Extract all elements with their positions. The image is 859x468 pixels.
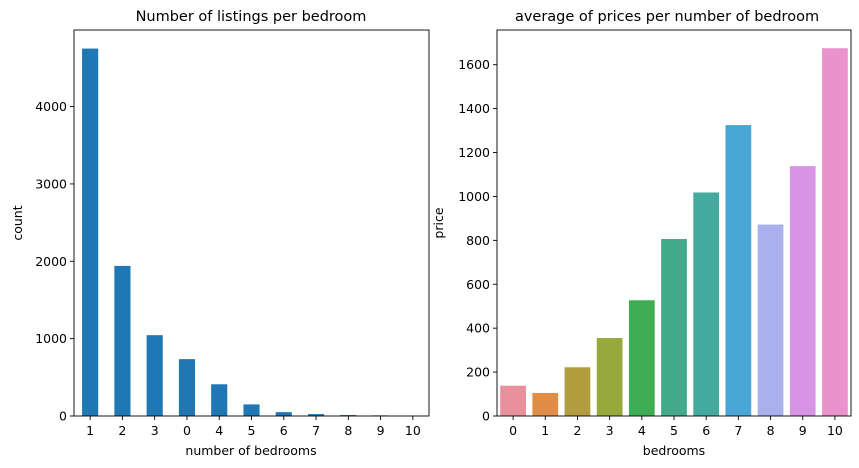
left-x-tick-label: 2 xyxy=(118,423,126,438)
right-y-axis-label: price xyxy=(431,207,446,238)
left-x-tick-label: 5 xyxy=(248,423,256,438)
left-x-axis-label: number of bedrooms xyxy=(185,443,316,458)
right-chart: average of prices per number of bedroom … xyxy=(431,9,852,458)
right-bar xyxy=(725,125,752,416)
left-bar xyxy=(82,48,99,416)
right-y-tick-label: 200 xyxy=(466,365,490,380)
right-x-axis-label: bedrooms xyxy=(643,443,705,458)
right-y-tick-label: 800 xyxy=(466,233,490,248)
right-bars xyxy=(500,48,848,416)
left-x-tick-label: 7 xyxy=(312,423,320,438)
right-x-tick-label: 2 xyxy=(573,423,581,438)
left-y-tick-label: 1000 xyxy=(35,331,67,346)
right-y-ticks: 0 200 400 600 800 1000 1200 1400 1600 xyxy=(458,57,497,424)
right-x-tick-label: 3 xyxy=(606,423,614,438)
right-y-tick-label: 600 xyxy=(466,277,490,292)
right-x-tick-label: 4 xyxy=(638,423,646,438)
left-bar xyxy=(243,404,260,416)
left-bars xyxy=(82,48,421,416)
left-x-tick-label: 4 xyxy=(215,423,223,438)
right-x-tick-label: 6 xyxy=(702,423,710,438)
left-bar xyxy=(275,412,292,416)
left-x-tick-label: 3 xyxy=(151,423,159,438)
left-y-tick-label: 2000 xyxy=(35,254,67,269)
right-x-tick-label: 0 xyxy=(509,423,517,438)
right-x-tick-label: 10 xyxy=(827,423,843,438)
left-y-tick-label: 4000 xyxy=(35,99,67,114)
right-bar xyxy=(693,192,720,416)
right-y-tick-label: 400 xyxy=(466,321,490,336)
right-y-tick-label: 1600 xyxy=(458,57,490,72)
left-bar xyxy=(146,335,163,416)
right-chart-title: average of prices per number of bedroom xyxy=(515,9,819,25)
left-x-tick-label: 1 xyxy=(86,423,94,438)
right-bar xyxy=(661,239,687,416)
right-y-tick-label: 1000 xyxy=(458,189,490,204)
right-bar xyxy=(789,166,816,416)
right-y-tick-label: 1400 xyxy=(458,101,490,116)
right-y-tick-label: 0 xyxy=(482,409,490,424)
left-x-tick-label: 6 xyxy=(280,423,288,438)
right-bar xyxy=(757,224,784,416)
right-x-tick-label: 8 xyxy=(767,423,775,438)
right-bar xyxy=(596,338,623,416)
right-bar xyxy=(564,367,591,416)
right-x-tick-label: 1 xyxy=(541,423,549,438)
left-y-tick-label: 3000 xyxy=(35,176,67,191)
left-x-tick-label: 9 xyxy=(377,423,385,438)
left-x-ticks: 1 2 3 0 4 5 6 7 8 9 10 xyxy=(86,416,421,438)
right-bar xyxy=(500,385,526,416)
left-bar xyxy=(114,265,131,416)
left-bar xyxy=(211,384,228,416)
left-y-ticks: 0 1000 2000 3000 4000 xyxy=(35,99,74,424)
left-chart: Number of listings per bedroom 1 2 3 0 4 5 6 7 8… xyxy=(10,9,430,458)
right-x-ticks: 0 1 2 3 4 5 6 7 8 9 10 xyxy=(509,416,843,438)
left-x-tick-label: 8 xyxy=(344,423,352,438)
right-x-tick-label: 7 xyxy=(734,423,742,438)
right-bar xyxy=(822,48,848,416)
left-y-axis-label: count xyxy=(10,205,25,240)
left-chart-title: Number of listings per bedroom xyxy=(136,9,367,25)
left-bar xyxy=(307,414,325,416)
right-y-tick-label: 1200 xyxy=(458,145,490,160)
left-x-tick-label: 0 xyxy=(183,423,191,438)
left-bar xyxy=(178,359,196,416)
left-y-tick-label: 0 xyxy=(59,409,67,424)
right-x-tick-label: 9 xyxy=(799,423,807,438)
left-x-tick-label: 10 xyxy=(405,423,421,438)
left-bar xyxy=(340,415,357,416)
right-bar xyxy=(532,392,559,416)
right-bar xyxy=(628,300,655,416)
right-x-tick-label: 5 xyxy=(670,423,678,438)
